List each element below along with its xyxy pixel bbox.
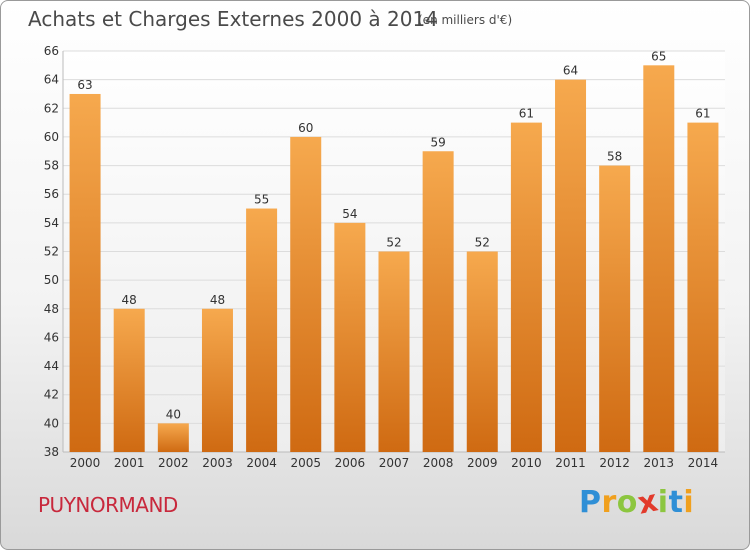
y-tick-label: 60 [44,130,59,144]
x-tick-label: 2002 [158,456,189,470]
bar [201,308,233,452]
chart-title: Achats et Charges Externes 2000 à 2014 [28,7,438,31]
data-label: 63 [77,78,92,92]
y-tick-label: 56 [44,187,59,201]
bar-series [69,65,719,453]
data-label: 61 [695,107,710,121]
bar [687,122,719,452]
x-tick-label: 2007 [379,456,410,470]
y-tick-label: 48 [44,302,59,316]
bar [334,222,366,452]
y-tick-label: 38 [44,445,59,459]
bar [69,93,101,452]
y-tick-label: 46 [44,330,59,344]
x-tick-label: 2013 [644,456,675,470]
chart-unit: (en milliers d'€) [418,13,513,27]
x-tick-label: 2014 [688,456,719,470]
data-label: 48 [210,293,225,307]
bar [466,251,498,452]
logo-letter: P [579,485,602,520]
x-tick-label: 2003 [202,456,233,470]
logo-letter: t [668,485,684,520]
proxiti-logo: Proxiti [579,483,695,521]
x-tick-label: 2000 [70,456,101,470]
data-label: 54 [342,207,357,221]
y-tick-label: 62 [44,101,59,115]
y-axis: 38 40 42 44 46 48 50 52 54 56 58 60 62 64 66 [44,44,59,459]
bar [599,165,631,453]
x-tick-label: 2009 [467,456,498,470]
x-tick-label: 2004 [246,456,277,470]
data-labels: 63 48 40 48 55 60 54 52 59 52 61 64 58 65 61 [77,49,710,421]
bar [422,151,454,452]
data-label: 58 [607,150,622,164]
x-tick-label: 2005 [290,456,321,470]
x-tick-label: 2006 [335,456,366,470]
data-label: 48 [122,293,137,307]
logo-letter: r [601,485,617,520]
bar [510,122,542,452]
bar [378,251,410,452]
y-tick-label: 64 [44,73,59,87]
x-tick-label: 2012 [599,456,630,470]
x-axis: 2000 2001 2002 2003 2004 2005 2006 2007 2008 2009… [70,456,718,470]
data-label: 65 [651,49,666,63]
y-tick-label: 44 [44,359,59,373]
place-name: PUYNORMAND [38,493,178,517]
bar [290,136,322,452]
y-tick-label: 50 [44,273,59,287]
data-label: 64 [563,64,578,78]
data-label: 59 [430,135,445,149]
logo-letter: i [657,485,669,520]
x-tick-label: 2001 [114,456,145,470]
data-label: 55 [254,193,269,207]
y-tick-label: 40 [44,416,59,430]
bar [643,65,675,453]
y-tick-label: 66 [44,44,59,58]
bar [555,79,587,453]
bar [246,208,278,452]
data-label: 60 [298,121,313,135]
x-tick-label: 2011 [555,456,586,470]
logo-letter: i [683,485,695,520]
y-tick-label: 54 [44,216,59,230]
bar [113,308,145,452]
x-tick-label: 2010 [511,456,542,470]
data-label: 52 [475,236,490,250]
y-tick-label: 42 [44,388,59,402]
data-label: 40 [166,407,181,421]
logo-letter: o [616,485,638,520]
data-label: 52 [386,236,401,250]
y-tick-label: 52 [44,245,59,259]
bar [157,423,189,452]
data-label: 61 [519,107,534,121]
y-tick-label: 58 [44,159,59,173]
x-tick-label: 2008 [423,456,454,470]
